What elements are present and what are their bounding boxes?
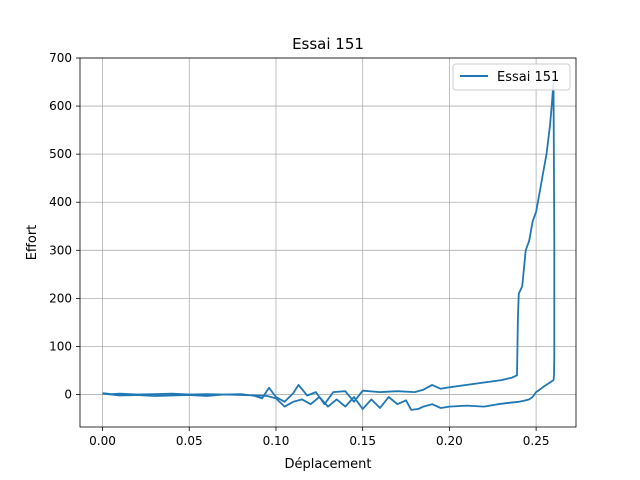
x-tick-label: 0.05: [176, 434, 203, 448]
x-tick-label: 0.20: [436, 434, 463, 448]
y-tick-label: 700: [49, 51, 72, 65]
chart-title: Essai 151: [292, 35, 364, 53]
legend-box: [452, 63, 571, 91]
plot-area: [102, 81, 556, 411]
series-line: [102, 81, 556, 411]
x-axis: 0.00 0.05 0.10 0.15 0.20 0.25: [89, 427, 549, 448]
y-tick-label: 200: [49, 291, 72, 305]
y-tick-label: 500: [49, 147, 72, 161]
x-tick-label: 0.25: [523, 434, 550, 448]
y-tick-label: 0: [64, 388, 72, 402]
axes-frame: [79, 57, 577, 428]
y-tick-label: 600: [49, 99, 72, 113]
y-tick-label: 400: [49, 195, 72, 209]
y-axis: 0 100 200 300 400 500 600 700: [49, 51, 80, 402]
y-tick-label: 100: [49, 339, 72, 353]
x-tick-label: 0.10: [263, 434, 290, 448]
x-tick-label: 0.00: [89, 434, 116, 448]
legend: Essai 151: [452, 63, 571, 91]
y-tick-label: 300: [49, 243, 72, 257]
legend-label: Essai 151: [497, 70, 559, 85]
y-axis-label: Effort: [25, 225, 40, 261]
x-tick-label: 0.15: [349, 434, 376, 448]
x-axis-label: Déplacement: [285, 457, 372, 472]
